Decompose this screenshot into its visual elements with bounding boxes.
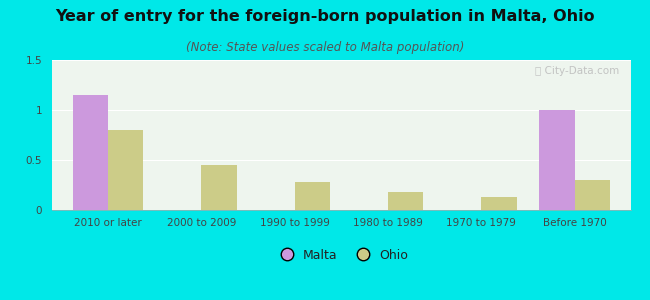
Bar <box>575 180 610 210</box>
Text: Year of entry for the foreign-born population in Malta, Ohio: Year of entry for the foreign-born popul… <box>55 9 595 24</box>
Bar <box>481 197 517 210</box>
Bar <box>539 110 575 210</box>
Bar <box>388 192 423 210</box>
Text: Ⓜ City-Data.com: Ⓜ City-Data.com <box>535 66 619 76</box>
Bar <box>202 165 237 210</box>
Bar <box>108 130 144 210</box>
Bar <box>294 182 330 210</box>
Legend: Malta, Ohio: Malta, Ohio <box>270 244 413 267</box>
Bar <box>73 95 108 210</box>
Text: (Note: State values scaled to Malta population): (Note: State values scaled to Malta popu… <box>186 40 464 53</box>
